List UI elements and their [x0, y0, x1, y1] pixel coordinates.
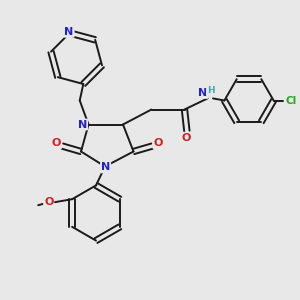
- Text: H: H: [207, 86, 214, 95]
- Text: O: O: [44, 197, 53, 207]
- Text: N: N: [64, 27, 74, 37]
- Text: N: N: [78, 119, 87, 130]
- Text: O: O: [52, 138, 61, 148]
- Text: N: N: [101, 162, 110, 172]
- Text: N: N: [198, 88, 207, 98]
- Text: Cl: Cl: [285, 95, 296, 106]
- Text: O: O: [182, 133, 191, 143]
- Text: O: O: [153, 138, 163, 148]
